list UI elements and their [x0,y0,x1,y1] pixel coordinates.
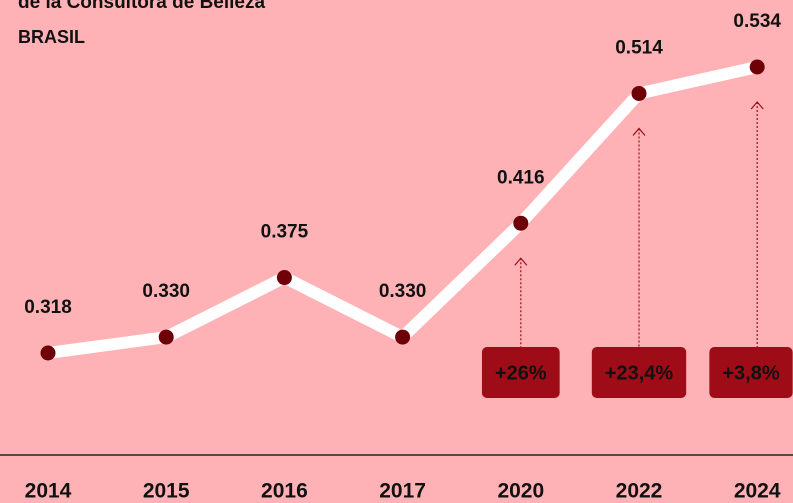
data-point [513,215,529,231]
data-label: 0.330 [142,281,190,302]
x-tick-label: 2014 [25,480,72,503]
data-point [40,345,56,361]
data-label: 0.318 [24,297,72,318]
data-label: 0.330 [379,281,427,302]
data-label: 0.534 [733,11,781,32]
annotation-badge [709,347,793,398]
data-point [749,59,765,75]
data-label: 0.416 [497,167,545,188]
data-point [276,270,292,286]
data-point [158,329,174,345]
chart-subtitle: BRASIL [18,27,85,47]
data-line [47,61,759,359]
data-label: 0.514 [615,37,663,58]
data-point [631,85,647,101]
x-tick-label: 2016 [261,480,308,503]
x-tick-label: 2022 [616,480,663,503]
annotation-label: +26% [495,362,547,384]
annotation-arrowhead [632,127,646,136]
x-tick-label: 2015 [143,480,190,503]
annotation-arrowhead [750,101,764,110]
annotation-label: +3,8% [722,362,779,384]
data-point [395,329,411,345]
annotation-label: +23,4% [605,362,674,384]
x-tick-label: 2017 [379,480,426,503]
x-tick-label: 2020 [497,480,544,503]
x-tick-label: 2024 [734,480,781,503]
annotation-arrowhead [514,257,528,266]
chart-title: de la Consultora de Belleza [18,0,265,13]
annotation-badge [481,347,560,398]
data-label: 0.375 [261,222,309,243]
annotation-badge [591,347,687,398]
